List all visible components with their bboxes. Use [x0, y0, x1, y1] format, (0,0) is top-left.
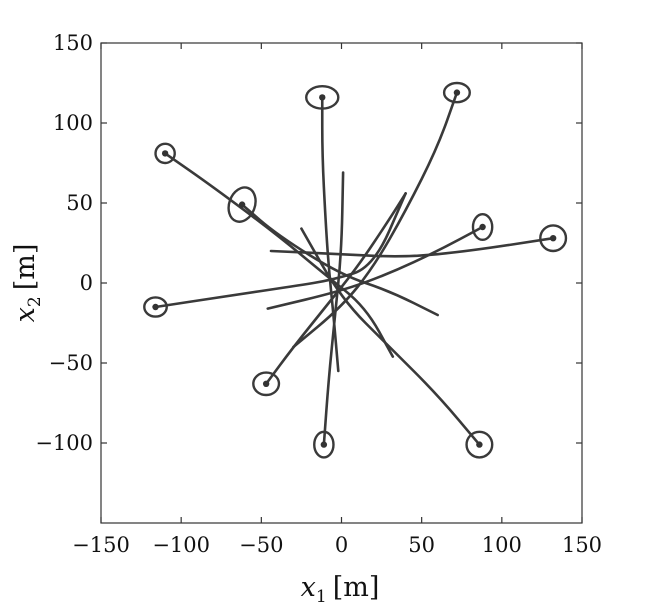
y-axis-var: x: [10, 307, 41, 322]
trajectory-line-7: [154, 192, 407, 309]
x-tick-label: −50: [239, 533, 283, 557]
uncertainty-ellipse-6: [471, 212, 494, 241]
trajectory-line-5: [269, 236, 555, 258]
uncertainty-ellipse-2: [442, 81, 471, 104]
uncertainty-ellipse-3: [154, 142, 176, 165]
plot-frame: [100, 42, 583, 524]
endpoint-marker-9: [320, 441, 328, 448]
y-tick-label: 100: [53, 111, 93, 135]
endpoint-marker-6: [479, 223, 486, 231]
uncertainty-ellipse-7: [143, 296, 168, 318]
y-tick-label: −50: [49, 351, 93, 375]
trajectory-line-1: [320, 96, 340, 373]
x-tick-label: 0: [335, 533, 348, 557]
y-tick-label: 150: [53, 31, 93, 55]
uncertainty-ellipse-10: [465, 430, 494, 459]
endpoint-marker-8: [262, 380, 270, 387]
x-axis-label: x1 [m]: [301, 572, 380, 606]
endpoint-marker-7: [152, 303, 159, 311]
uncertainty-ellipse-8: [252, 371, 281, 397]
uncertainty-ellipse-4: [227, 186, 257, 223]
endpoint-marker-1: [319, 94, 326, 101]
endpoint-marker-2: [453, 89, 461, 96]
axis-ticks: [100, 42, 583, 523]
trajectory-line-10: [300, 227, 481, 446]
uncertainty-ellipse-1: [305, 85, 340, 110]
trajectory-line-9: [322, 171, 345, 446]
y-tick-label: 0: [80, 271, 93, 295]
uncertainty-ellipse-5: [539, 224, 568, 253]
trajectory-line-6: [266, 225, 484, 310]
endpoint-marker-5: [549, 235, 557, 242]
x-axis-sub: 1: [316, 587, 327, 606]
x-tick-label: −150: [72, 533, 130, 557]
x-tick-label: 100: [482, 533, 522, 557]
trajectory-line-2: [292, 91, 459, 349]
uncertainty-ellipse-9: [313, 430, 335, 459]
endpoint-marker-3: [161, 150, 169, 157]
x-axis-var: x: [301, 572, 316, 603]
trajectory-line-3: [163, 152, 395, 358]
y-tick-label: −100: [35, 431, 93, 455]
trajectory-line-8: [264, 192, 407, 386]
x-tick-labels: −150 −100 −50 0 50 100 150: [72, 533, 602, 557]
endpoint-marker-4: [238, 201, 246, 208]
x-tick-label: 150: [562, 533, 602, 557]
x-tick-label: −100: [152, 533, 210, 557]
y-axis-label: x2 [m]: [10, 244, 45, 323]
x-tick-label: 50: [408, 533, 435, 557]
y-tick-label: 50: [66, 191, 93, 215]
endpoint-marker-10: [476, 441, 483, 448]
plot-marks: [143, 81, 568, 459]
y-tick-labels: −100 −50 0 50 100 150: [35, 31, 93, 455]
y-axis-unit: [m]: [10, 244, 41, 291]
x-axis-unit: [m]: [333, 572, 380, 603]
y-axis-sub: 2: [25, 296, 45, 307]
